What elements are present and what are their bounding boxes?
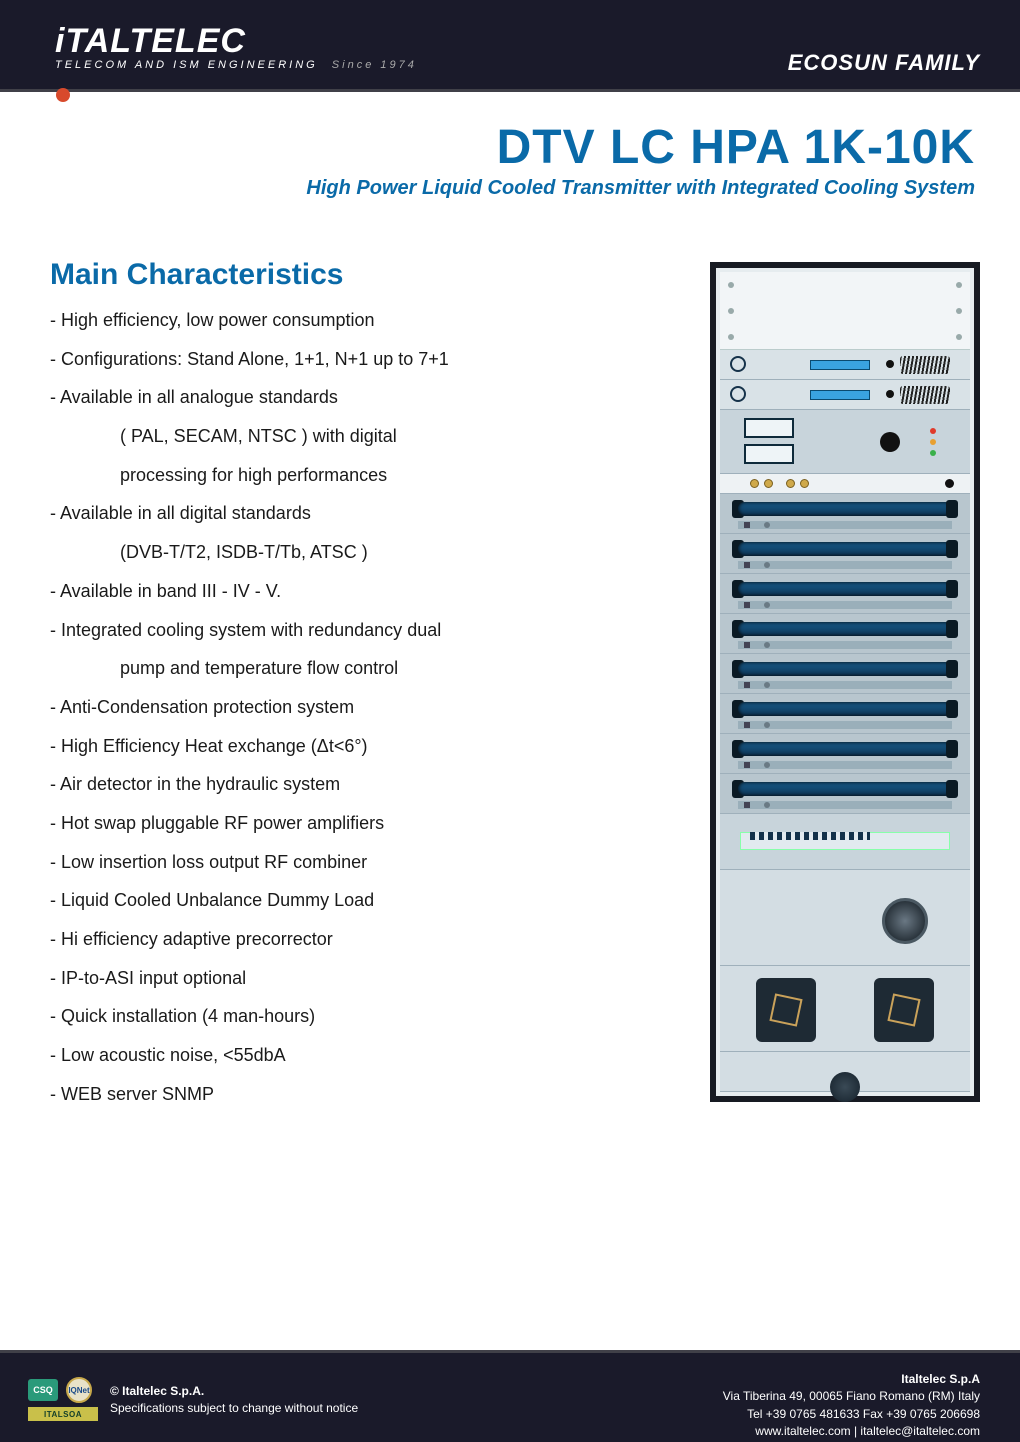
italsoa-badge-icon: ITALSOA <box>28 1407 98 1421</box>
footer-band: CSQ IQNet ITALSOA © Italtelec S.p.A. Spe… <box>0 1350 1020 1442</box>
accent-dot-icon <box>56 88 70 102</box>
characteristic-text: - Available in band III - IV - V. <box>50 581 281 601</box>
product-subtitle: High Power Liquid Cooled Transmitter wit… <box>45 177 975 200</box>
section-heading: Main Characteristics <box>50 258 660 292</box>
characteristic-item: - Available in band III - IV - V. <box>50 581 660 602</box>
characteristic-item: - Hi efficiency adaptive precorrector <box>50 929 660 950</box>
copyright-text: © Italtelec S.p.A. <box>110 1383 358 1400</box>
characteristic-text: - WEB server SNMP <box>50 1084 214 1104</box>
characteristic-text: - Low acoustic noise, <55dbA <box>50 1045 286 1065</box>
rack-amplifier-module <box>720 534 970 574</box>
characteristic-text: - Configurations: Stand Alone, 1+1, N+1 … <box>50 349 449 369</box>
characteristic-text: - Low insertion loss output RF combiner <box>50 852 367 872</box>
characteristic-text: - Hi efficiency adaptive precorrector <box>50 929 333 949</box>
rack-combiner-unit <box>720 814 970 870</box>
product-title: DTV LC HPA 1K-10K <box>45 120 975 175</box>
characteristic-text: - High Efficiency Heat exchange (Δt<6°) <box>50 736 368 756</box>
header-band: iTALTELEC TELECOM AND ISM ENGINEERING Si… <box>0 0 1020 92</box>
rack-amplifier-module <box>720 614 970 654</box>
characteristic-text: - Quick installation (4 man-hours) <box>50 1006 315 1026</box>
csq-badge-icon: CSQ <box>28 1379 58 1401</box>
family-label: ECOSUN FAMILY <box>788 50 980 76</box>
rack-button-strip <box>720 474 970 494</box>
characteristic-item: - Low acoustic noise, <55dbA <box>50 1045 660 1066</box>
content-area: Main Characteristics - High efficiency, … <box>0 200 1020 1122</box>
characteristic-item: - WEB server SNMP <box>50 1084 660 1105</box>
characteristic-text: - IP-to-ASI input optional <box>50 968 246 988</box>
characteristic-indent: (DVB-T/T2, ISDB-T/Tb, ATSC ) <box>50 542 660 563</box>
characteristics-list: - High efficiency, low power consumption… <box>50 310 660 1104</box>
characteristic-item: - Liquid Cooled Unbalance Dummy Load <box>50 890 660 911</box>
characteristic-text: - Liquid Cooled Unbalance Dummy Load <box>50 890 374 910</box>
characteristic-item: - Quick installation (4 man-hours) <box>50 1006 660 1027</box>
characteristic-item: - High Efficiency Heat exchange (Δt<6°) <box>50 736 660 757</box>
rack-cooling-unit <box>720 870 970 966</box>
rack-amplifier-module <box>720 734 970 774</box>
rack-amplifier-module <box>720 694 970 734</box>
characteristic-item: - Integrated cooling system with redunda… <box>50 620 660 679</box>
fan-icon <box>882 898 928 944</box>
transmitter-rack-image <box>710 262 980 1102</box>
rack-control-unit <box>720 350 970 380</box>
characteristic-item: - Low insertion loss output RF combiner <box>50 852 660 873</box>
characteristics-column: Main Characteristics - High efficiency, … <box>50 258 660 1122</box>
characteristic-item: - IP-to-ASI input optional <box>50 968 660 989</box>
rack-amplifier-module <box>720 774 970 814</box>
characteristic-item: - Available in all analogue standards ( P… <box>50 387 660 485</box>
title-block: DTV LC HPA 1K-10K High Power Liquid Cool… <box>0 92 1020 200</box>
characteristic-text: - Air detector in the hydraulic system <box>50 774 340 794</box>
company-logo: iTALTELEC TELECOM AND ISM ENGINEERING Si… <box>55 22 417 71</box>
characteristic-text: - High efficiency, low power consumption <box>50 310 374 330</box>
characteristic-text: - Anti-Condensation protection system <box>50 697 354 717</box>
characteristic-text: - Integrated cooling system with redunda… <box>50 620 441 640</box>
rack-top-panel <box>720 272 970 350</box>
spec-notice: Specifications subject to change without… <box>110 1400 358 1417</box>
company-phones: Tel +39 0765 481633 Fax +39 0765 206698 <box>723 1406 980 1423</box>
rack-display-unit <box>720 410 970 474</box>
logo-text: iTALTELEC <box>55 22 417 61</box>
product-image-column <box>690 258 980 1122</box>
company-web: www.italtelec.com | italtelec@italtelec.… <box>723 1423 980 1440</box>
rack-amplifier-module <box>720 574 970 614</box>
characteristic-item: - Air detector in the hydraulic system <box>50 774 660 795</box>
footer-right: Italtelec S.p.A Via Tiberina 49, 00065 F… <box>723 1371 980 1441</box>
rack-control-unit <box>720 380 970 410</box>
characteristic-item: - Hot swap pluggable RF power amplifiers <box>50 813 660 834</box>
rack-amplifier-module <box>720 494 970 534</box>
company-address: Via Tiberina 49, 00065 Fiano Romano (RM)… <box>723 1388 980 1405</box>
characteristic-item: - Configurations: Stand Alone, 1+1, N+1 … <box>50 349 660 370</box>
company-name: Italtelec S.p.A <box>723 1371 980 1388</box>
logo-subline: TELECOM AND ISM ENGINEERING Since 1974 <box>55 59 417 71</box>
characteristic-text: - Available in all digital standards <box>50 503 311 523</box>
characteristic-indent: ( PAL, SECAM, NTSC ) with digital <box>50 426 660 447</box>
characteristic-item: - High efficiency, low power consumption <box>50 310 660 331</box>
characteristic-text: - Available in all analogue standards <box>50 387 338 407</box>
rack-base-unit <box>720 1052 970 1092</box>
characteristic-indent: pump and temperature flow control <box>50 658 660 679</box>
rack-pump-unit <box>720 966 970 1052</box>
rack-amplifier-module <box>720 654 970 694</box>
characteristic-item: - Available in all digital standards (DVB… <box>50 503 660 562</box>
certification-badges: CSQ IQNet <box>28 1377 92 1403</box>
characteristic-item: - Anti-Condensation protection system <box>50 697 660 718</box>
characteristic-text: - Hot swap pluggable RF power amplifiers <box>50 813 384 833</box>
iqnet-badge-icon: IQNet <box>66 1377 92 1403</box>
characteristic-indent: processing for high performances <box>50 465 660 486</box>
footer-left: © Italtelec S.p.A. Specifications subjec… <box>110 1383 358 1417</box>
